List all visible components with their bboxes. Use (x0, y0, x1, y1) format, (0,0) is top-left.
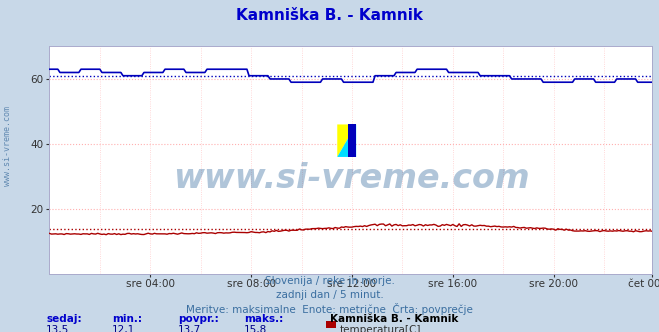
Text: min.:: min.: (112, 314, 142, 324)
Text: Meritve: maksimalne  Enote: metrične  Črta: povprečje: Meritve: maksimalne Enote: metrične Črta… (186, 303, 473, 315)
Text: 12,1: 12,1 (112, 325, 135, 332)
Text: sedaj:: sedaj: (46, 314, 82, 324)
Polygon shape (337, 124, 356, 157)
Text: Slovenija / reke in morje.: Slovenija / reke in morje. (264, 276, 395, 286)
Text: temperatura[C]: temperatura[C] (339, 325, 421, 332)
Text: povpr.:: povpr.: (178, 314, 219, 324)
Text: 13,5: 13,5 (46, 325, 69, 332)
Polygon shape (348, 124, 356, 157)
Text: Kamniška B. - Kamnik: Kamniška B. - Kamnik (330, 314, 458, 324)
Text: www.si-vreme.com: www.si-vreme.com (3, 106, 13, 186)
Text: 15,8: 15,8 (244, 325, 267, 332)
Polygon shape (337, 124, 356, 157)
Text: maks.:: maks.: (244, 314, 283, 324)
Text: zadnji dan / 5 minut.: zadnji dan / 5 minut. (275, 290, 384, 299)
Text: Kamniška B. - Kamnik: Kamniška B. - Kamnik (236, 8, 423, 23)
Text: www.si-vreme.com: www.si-vreme.com (173, 162, 529, 195)
Text: 13,7: 13,7 (178, 325, 201, 332)
